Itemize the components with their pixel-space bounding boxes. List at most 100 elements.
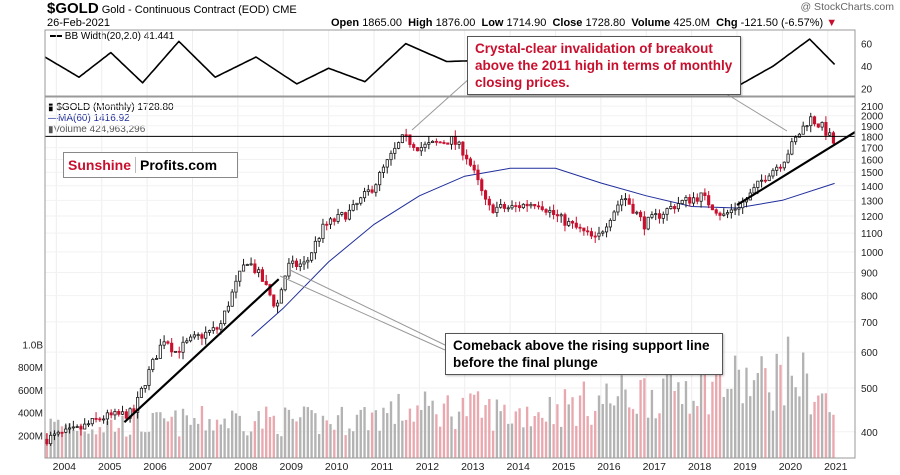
volume-bar	[144, 432, 147, 458]
ma60-line	[251, 167, 835, 337]
candle-body	[536, 205, 541, 208]
volume-legend-icon: ▮	[48, 124, 54, 135]
volume-bar	[507, 423, 510, 458]
watermark: @ StockCharts.com	[800, 1, 894, 13]
candle-body	[533, 203, 537, 207]
ma-legend-label: MA(60) 1416.92	[58, 113, 130, 124]
candle-body	[204, 331, 208, 339]
change-down-icon: ▼	[826, 17, 838, 29]
candle-body	[446, 142, 450, 145]
candle-body	[699, 192, 703, 202]
volume-bar	[370, 412, 374, 458]
candle-body	[431, 140, 435, 144]
candle-body	[291, 260, 295, 264]
volume-bar	[518, 408, 521, 458]
volume-bar	[677, 382, 680, 458]
candle-body	[374, 184, 378, 193]
volume-bar	[155, 412, 158, 458]
candle-body	[514, 205, 518, 207]
volume-bar	[711, 381, 714, 458]
candle-body	[177, 350, 181, 353]
volume-bar	[408, 408, 412, 458]
candle-body	[691, 197, 696, 204]
volume-bar	[741, 403, 744, 458]
volume-bar	[586, 416, 589, 458]
candle-body	[812, 116, 817, 125]
x-tick-label: 2014	[506, 461, 530, 473]
volume-bar	[654, 418, 657, 458]
volume-bar	[809, 414, 812, 458]
candle-body	[461, 141, 465, 156]
candle-body	[71, 426, 75, 429]
trend-lines	[45, 77, 856, 424]
volume-bar	[544, 421, 548, 458]
candle-body	[604, 226, 609, 233]
candle-body	[680, 199, 684, 204]
volume-bar	[359, 409, 362, 458]
volume-bar	[503, 404, 506, 458]
candle-body	[378, 172, 382, 186]
candle-body	[325, 223, 329, 226]
candle-body	[230, 291, 234, 307]
volume-bar	[669, 363, 673, 458]
candle-body	[166, 341, 170, 344]
volume-bar	[624, 389, 627, 458]
candle-body	[491, 204, 495, 213]
volume-bar	[234, 413, 238, 458]
candle-body	[578, 226, 582, 229]
x-tick-label: 2006	[143, 461, 167, 473]
volume-bar	[752, 380, 756, 458]
volume-bar	[771, 410, 775, 458]
candle-body	[695, 197, 699, 202]
candle-body	[601, 231, 605, 234]
price-tick-label: 1800	[861, 132, 884, 143]
candle-body	[75, 426, 79, 428]
candle-body	[79, 426, 83, 430]
candle-body	[347, 209, 351, 220]
volume-bar	[310, 410, 313, 458]
volume-bar	[317, 434, 321, 458]
candle-body	[264, 281, 268, 285]
candle-body	[642, 216, 646, 230]
candle-body	[306, 259, 310, 263]
candle-body	[415, 147, 420, 152]
candle-body	[234, 280, 238, 293]
volume-bar	[764, 368, 767, 458]
volume-label: Volume	[631, 17, 671, 29]
volume-bar	[798, 396, 801, 458]
candle-body	[287, 262, 291, 277]
candle-body	[223, 310, 227, 325]
volume-bar	[442, 403, 446, 458]
volume-value: 425.0M	[673, 17, 711, 29]
volume-bar	[125, 436, 128, 458]
candle-body	[449, 136, 454, 145]
bb-tick-label: 20	[861, 84, 873, 95]
candle-body	[332, 218, 336, 222]
volume-bar	[832, 414, 835, 458]
candle-body	[143, 385, 147, 389]
volume-bar	[397, 393, 400, 458]
volume-bar	[193, 418, 196, 458]
x-tick-label: 2005	[98, 461, 122, 473]
volume-tick-label: 400M	[18, 409, 43, 420]
x-tick-label: 2007	[189, 461, 213, 473]
volume-bar	[491, 430, 495, 458]
volume-bar	[696, 406, 699, 458]
candle-body	[574, 222, 578, 228]
candle-body	[83, 423, 87, 430]
candle-body	[499, 204, 503, 208]
volume-bar	[730, 388, 733, 458]
ohlc-line: Open 1865.00 High 1876.00 Low 1714.90 Cl…	[331, 17, 837, 29]
volume-bar	[427, 405, 430, 458]
candle-body	[495, 206, 499, 213]
candle-body	[502, 204, 507, 209]
candle-body	[94, 418, 98, 420]
volume-bar	[525, 406, 529, 458]
volume-bar	[170, 416, 173, 458]
volume-bar	[684, 381, 688, 458]
candle-legend-icon: ▮	[48, 102, 54, 113]
volume-bar	[45, 433, 49, 458]
volume-bar	[552, 424, 555, 458]
candle-body	[623, 198, 628, 201]
candle-body	[370, 189, 374, 193]
